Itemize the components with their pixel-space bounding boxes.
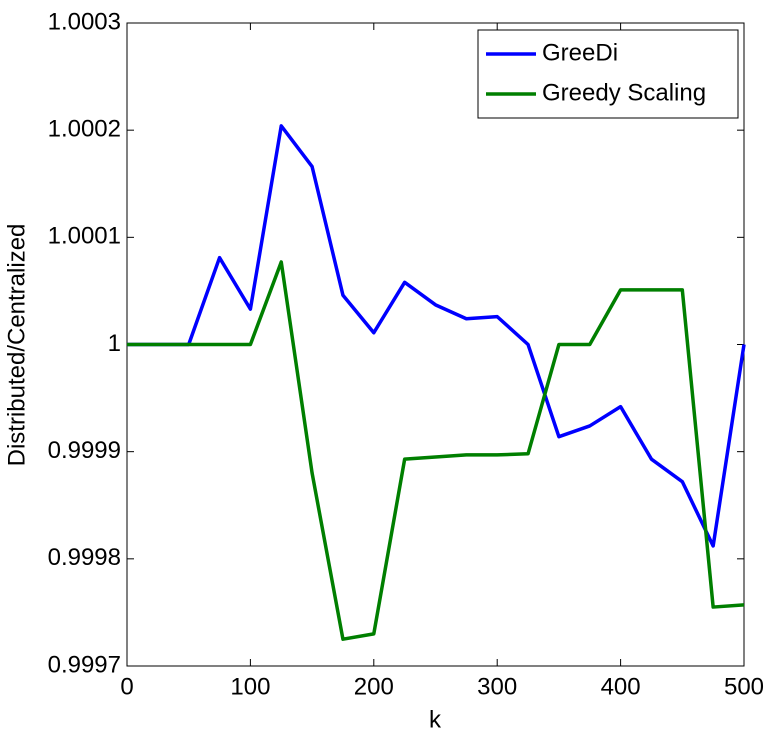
y-tick-label: 1.0003 bbox=[48, 8, 121, 35]
x-tick-label: 200 bbox=[354, 673, 394, 700]
x-tick-label: 0 bbox=[120, 673, 133, 700]
series-line bbox=[127, 124, 746, 548]
legend-label: Greedy Scaling bbox=[542, 79, 706, 106]
y-tick-label: 1.0002 bbox=[48, 116, 121, 143]
y-tick-label: 0.9997 bbox=[48, 651, 121, 678]
legend-box bbox=[477, 29, 739, 119]
y-tick-label: 1 bbox=[108, 330, 121, 357]
legend: GreeDi Greedy Scaling bbox=[477, 29, 739, 119]
y-tick-label: 1.0001 bbox=[48, 223, 121, 250]
y-axis-label: Distributed/Centralized bbox=[3, 224, 30, 467]
x-axis-label: k bbox=[429, 706, 442, 733]
y-tick-label: 0.9998 bbox=[48, 544, 121, 571]
x-tick-label: 400 bbox=[601, 673, 641, 700]
x-tick-label: 500 bbox=[724, 673, 764, 700]
series-line bbox=[127, 260, 745, 641]
x-tick-label: 300 bbox=[477, 673, 517, 700]
y-tick-label: 0.9999 bbox=[48, 437, 121, 464]
legend-label: GreeDi bbox=[542, 39, 618, 66]
x-tick-label: 100 bbox=[230, 673, 270, 700]
